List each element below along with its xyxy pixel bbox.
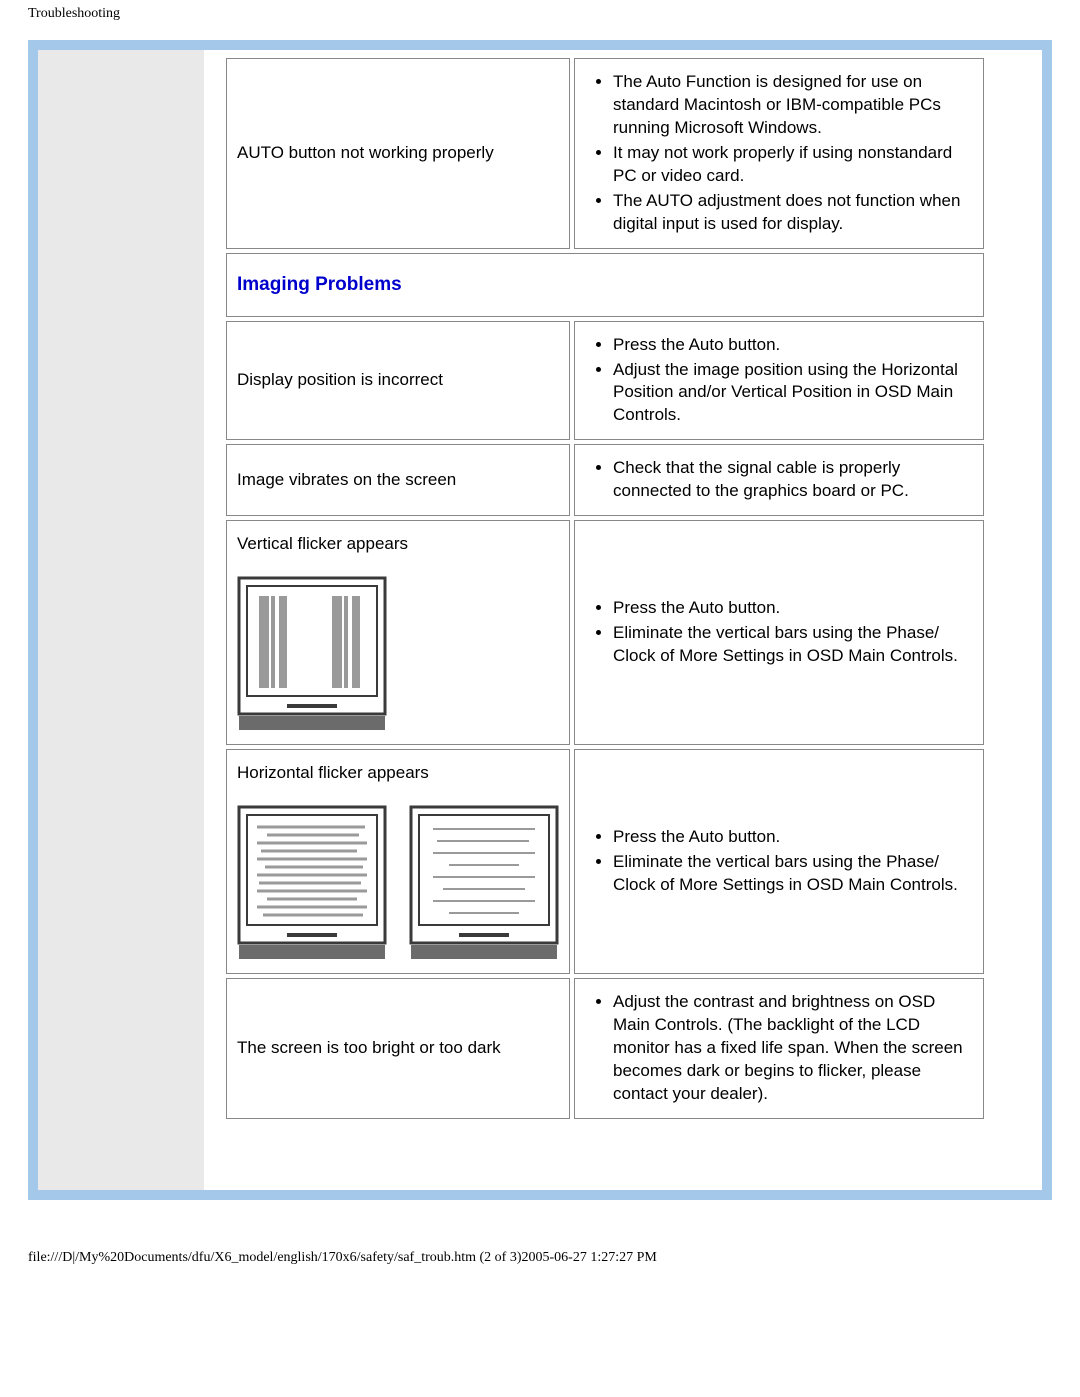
table-row: The screen is too bright or too dark Adj… — [226, 978, 984, 1119]
solution-item: Eliminate the vertical bars using the Ph… — [613, 622, 973, 668]
solution-item: Eliminate the vertical bars using the Ph… — [613, 851, 973, 897]
solution-item: Press the Auto button. — [613, 334, 973, 357]
monitor-vertical-flicker-icon — [237, 576, 387, 734]
problem-text: Vertical flicker appears — [237, 534, 408, 553]
problem-cell: Display position is incorrect — [226, 321, 570, 441]
problem-cell: Horizontal flicker appears — [226, 749, 570, 974]
problem-text: The screen is too bright or too dark — [237, 1038, 501, 1057]
content-area: AUTO button not working properly The Aut… — [204, 50, 1018, 1190]
left-nav-column — [38, 50, 204, 1190]
solution-item: It may not work properly if using nonsta… — [613, 142, 973, 188]
problem-text: Image vibrates on the screen — [237, 470, 456, 489]
problem-cell: AUTO button not working properly — [226, 58, 570, 249]
solution-item: The Auto Function is designed for use on… — [613, 71, 973, 140]
monitor-horizontal-flicker-sparse-icon — [409, 805, 559, 963]
page-footer: file:///D|/My%20Documents/dfu/X6_model/e… — [28, 1250, 1052, 1266]
table-row: Vertical flicker appears — [226, 520, 984, 745]
table-row: Imaging Problems — [226, 253, 984, 317]
document-body: AUTO button not working properly The Aut… — [38, 50, 1042, 1190]
section-heading: Imaging Problems — [237, 274, 402, 295]
monitor-illustration — [237, 805, 559, 963]
solution-cell: Press the Auto button. Adjust the image … — [574, 321, 984, 441]
problem-text: Horizontal flicker appears — [237, 763, 429, 782]
monitor-illustration — [237, 576, 559, 734]
problem-cell: Vertical flicker appears — [226, 520, 570, 745]
monitor-horizontal-flicker-dense-icon — [237, 805, 387, 963]
problem-cell: The screen is too bright or too dark — [226, 978, 570, 1119]
solution-cell: Press the Auto button. Eliminate the ver… — [574, 520, 984, 745]
solution-item: Adjust the contrast and brightness on OS… — [613, 991, 973, 1106]
page-title: Troubleshooting — [28, 6, 120, 21]
problem-text: Display position is incorrect — [237, 370, 443, 389]
footer-path: file:///D|/My%20Documents/dfu/X6_model/e… — [28, 1250, 657, 1265]
solution-item: Press the Auto button. — [613, 826, 973, 849]
troubleshooting-table: AUTO button not working properly The Aut… — [222, 54, 988, 1123]
page-header: Troubleshooting — [0, 0, 1080, 24]
table-row: AUTO button not working properly The Aut… — [226, 58, 984, 249]
scrollbar-gutter[interactable] — [1018, 50, 1042, 1190]
solution-cell: Adjust the contrast and brightness on OS… — [574, 978, 984, 1119]
solution-item: Adjust the image position using the Hori… — [613, 359, 973, 428]
problem-cell: Image vibrates on the screen — [226, 444, 570, 516]
solution-cell: Check that the signal cable is properly … — [574, 444, 984, 516]
section-heading-cell: Imaging Problems — [226, 253, 984, 317]
solution-item: Check that the signal cable is properly … — [613, 457, 973, 503]
table-row: Display position is incorrect Press the … — [226, 321, 984, 441]
solution-cell: Press the Auto button. Eliminate the ver… — [574, 749, 984, 974]
table-row: Horizontal flicker appears — [226, 749, 984, 974]
table-row: Image vibrates on the screen Check that … — [226, 444, 984, 516]
solution-cell: The Auto Function is designed for use on… — [574, 58, 984, 249]
solution-item: The AUTO adjustment does not function wh… — [613, 190, 973, 236]
blue-frame: AUTO button not working properly The Aut… — [28, 40, 1052, 1200]
problem-text: AUTO button not working properly — [237, 143, 494, 162]
solution-item: Press the Auto button. — [613, 597, 973, 620]
